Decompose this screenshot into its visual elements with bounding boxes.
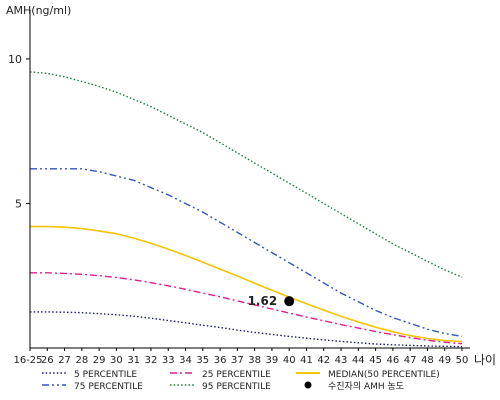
x-tick-label: 31 [127, 355, 140, 366]
series-line [30, 272, 463, 345]
legend-label: 25 PERCENTILE [202, 370, 271, 380]
marker-value-label: 1.62 [248, 294, 278, 308]
x-tick-label: 16-25 [13, 355, 42, 366]
x-tick-label: 33 [162, 355, 175, 366]
x-tick-label: 36 [214, 355, 227, 366]
x-tick-label: 42 [317, 355, 330, 366]
patient-marker [284, 296, 295, 307]
x-tick-label: 30 [110, 355, 123, 366]
x-tick-label: 26 [41, 355, 54, 366]
legend-marker-swatch [304, 381, 312, 389]
series-line [30, 311, 463, 348]
x-tick-label: 28 [75, 355, 88, 366]
x-tick-label: 39 [266, 355, 279, 366]
plot-area: 1.62 [29, 71, 463, 348]
x-tick-label: 32 [145, 355, 158, 366]
x-tick-label: 43 [335, 355, 348, 366]
x-tick-label: 40 [283, 355, 296, 366]
legend-item: MEDIAN(50 PERCENTILE) [296, 370, 440, 380]
x-tick-label: 29 [93, 355, 106, 366]
legend: 5 PERCENTILE 75 PERCENTILE 25 PERCENTILE 95… [42, 370, 440, 392]
y-axis-label: AMH(ng/ml) [6, 4, 71, 17]
x-tick-label: 34 [179, 355, 192, 366]
legend-label: MEDIAN(50 PERCENTILE) [328, 370, 440, 380]
x-tick-label: 49 [438, 355, 451, 366]
legend-item: 95 PERCENTILE [170, 382, 271, 392]
y-tick-label: 10 [8, 53, 22, 66]
x-tick-label: 41 [300, 355, 313, 366]
legend-label: 수진자의 AMH 농도 [328, 381, 404, 392]
x-tick-label: 37 [231, 355, 244, 366]
y-tick-label: 5 [15, 197, 22, 210]
series-line [29, 71, 463, 278]
legend-item: 5 PERCENTILE [42, 370, 137, 380]
x-tick-label: 27 [58, 355, 71, 366]
series-line [30, 168, 463, 338]
x-axis-label: 나이 [474, 353, 496, 367]
legend-label: 5 PERCENTILE [74, 370, 137, 380]
x-tick-label: 48 [421, 355, 434, 366]
legend-label: 95 PERCENTILE [202, 382, 271, 392]
legend-label: 75 PERCENTILE [74, 382, 143, 392]
x-tick-label: 47 [404, 355, 417, 366]
x-tick-label: 46 [387, 355, 400, 366]
legend-item: 75 PERCENTILE [42, 382, 143, 392]
x-tick-label: 35 [196, 355, 209, 366]
x-tick-label: 45 [369, 355, 382, 366]
x-tick-label: 38 [248, 355, 261, 366]
x-tick-label: 50 [456, 355, 469, 366]
legend-item: 25 PERCENTILE [170, 370, 271, 380]
series-line [30, 225, 463, 343]
x-tick-label: 44 [352, 355, 365, 366]
legend-item: 수진자의 AMH 농도 [304, 381, 404, 392]
